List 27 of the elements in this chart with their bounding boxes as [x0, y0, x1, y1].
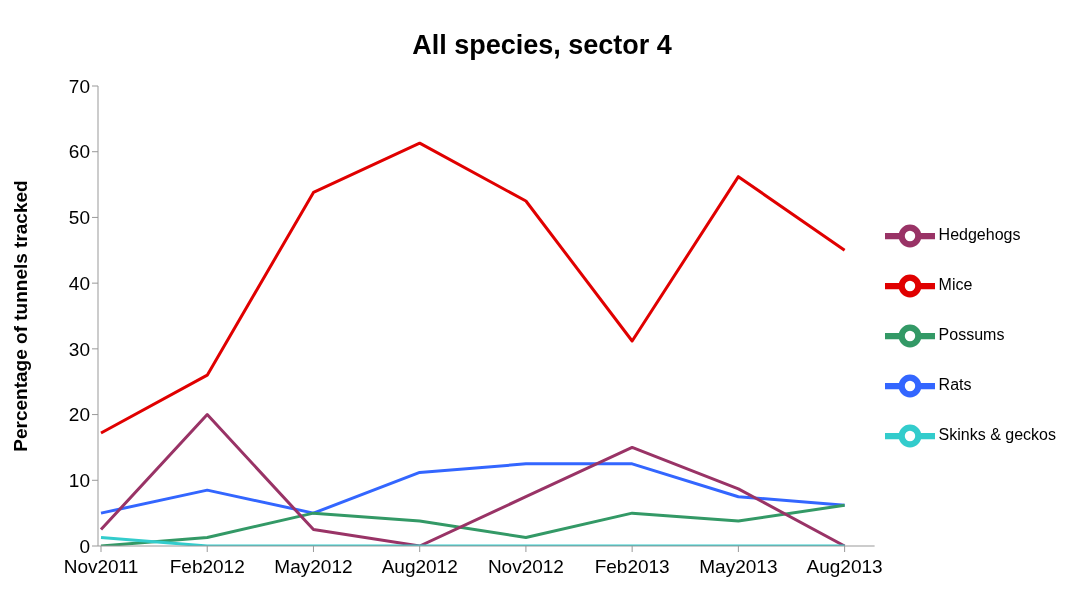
y-tick-label: 10 [68, 470, 90, 492]
y-tick-label: 60 [68, 141, 90, 163]
y-tick-label: 40 [68, 272, 90, 294]
x-tick-label: May2012 [274, 556, 353, 578]
legend-label: Possums [938, 326, 1005, 344]
line-series [99, 503, 847, 546]
x-tick-label: Nov2011 [63, 556, 139, 578]
x-tick-label: Aug2012 [381, 556, 458, 578]
legend-label: Rats [938, 376, 972, 394]
x-tick-label: Aug2013 [806, 556, 883, 578]
y-tick-label: 20 [68, 404, 90, 426]
y-tick-label: 50 [68, 207, 90, 229]
x-tick-label: Nov2012 [487, 556, 564, 578]
legend-label: Skinks & geckos [938, 426, 1056, 444]
legend-label: Mice [938, 276, 973, 294]
legend-label: Hedgehogs [938, 226, 1021, 244]
chart-title: All species, sector 4 [411, 30, 673, 62]
x-tick-label: Feb2013 [594, 556, 670, 578]
y-tick-label: 70 [68, 75, 90, 97]
x-tick-label: Feb2012 [169, 556, 245, 578]
line-series [99, 462, 847, 515]
line-series [99, 413, 847, 546]
y-tick-label: 0 [79, 535, 90, 557]
line-series [99, 141, 847, 435]
x-tick-label: May2013 [699, 556, 778, 578]
y-axis-title: Percentage of tunnels tracked [9, 180, 31, 452]
y-tick-label: 30 [68, 338, 90, 360]
